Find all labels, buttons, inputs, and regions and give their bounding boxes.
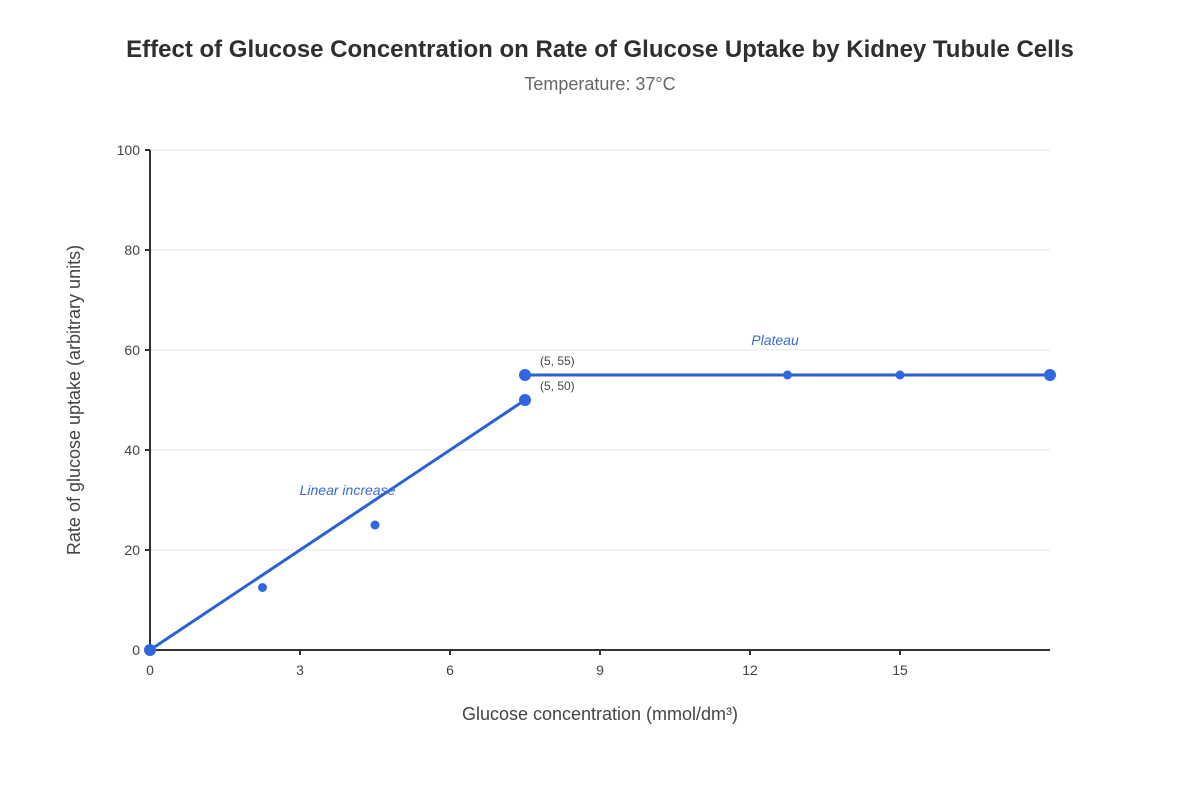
- annotation: Linear increase: [300, 482, 396, 498]
- x-tick-label: 3: [296, 662, 304, 678]
- annotation: (5, 50): [540, 379, 575, 393]
- y-tick-label: 100: [117, 142, 141, 158]
- x-tick-label: 6: [446, 662, 454, 678]
- data-point: [144, 644, 156, 656]
- series-line-0: [149, 398, 526, 652]
- data-point: [519, 394, 531, 406]
- y-tick-label: 40: [124, 442, 140, 458]
- data-point: [783, 370, 792, 380]
- y-axis-title: Rate of glucose uptake (arbitrary units): [64, 245, 84, 555]
- y-tick-label: 0: [132, 642, 140, 658]
- chart-title: Effect of Glucose Concentration on Rate …: [126, 36, 1074, 63]
- data-point: [370, 520, 380, 530]
- data-point: [1044, 369, 1056, 381]
- x-tick-label: 12: [742, 662, 758, 678]
- data-point: [258, 583, 267, 592]
- x-tick-label: 0: [146, 662, 154, 678]
- x-tick-label: 15: [892, 662, 908, 678]
- data-point: [519, 369, 531, 381]
- chart-subtitle: Temperature: 37°C: [524, 74, 676, 94]
- y-tick-label: 20: [124, 542, 140, 558]
- data-point: [895, 370, 905, 380]
- annotation: (5, 55): [540, 354, 575, 368]
- y-tick-label: 60: [124, 342, 140, 358]
- y-tick-label: 80: [124, 242, 140, 258]
- annotation: Plateau: [751, 332, 799, 348]
- x-axis-title: Glucose concentration (mmol/dm³): [462, 704, 738, 724]
- x-tick-label: 9: [596, 662, 604, 678]
